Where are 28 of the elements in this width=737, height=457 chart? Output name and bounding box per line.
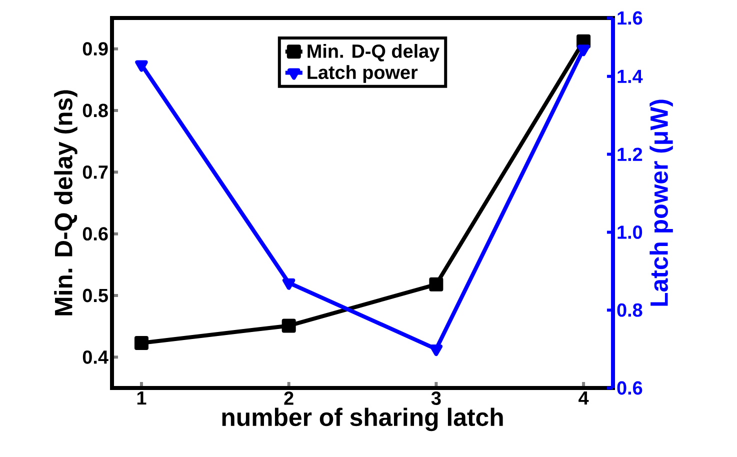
- x-axis-title: number of sharing latch: [222, 408, 503, 432]
- y2-tick-label: 0.8: [617, 303, 642, 317]
- y-tick-label: 0.5: [82, 288, 108, 302]
- y2-tick-label: 1.0: [618, 225, 642, 239]
- x-tick-label: 1: [137, 392, 146, 405]
- legend-label: Min. D-Q delay: [308, 44, 440, 62]
- y-tick-label: 0.8: [82, 104, 108, 118]
- point: [134, 336, 148, 350]
- y2-tick-label: 1.2: [618, 148, 642, 161]
- point: [282, 278, 296, 290]
- y2-tick-label: 0.6: [617, 381, 642, 395]
- y-axis-title: Min. D-Q delay (ns): [54, 90, 78, 316]
- x-tick-label: 2: [284, 392, 294, 405]
- y2-axis-title: Latch power (μW): [650, 100, 673, 306]
- y-tick-label: 0.4: [82, 350, 108, 364]
- point: [429, 277, 444, 292]
- y-tick-label: 0.9: [82, 42, 108, 56]
- point: [430, 344, 443, 356]
- legend-label: Latch power: [308, 65, 418, 83]
- point: [577, 44, 590, 56]
- x-tick-label: 3: [431, 392, 441, 405]
- y-tick-label: 0.7: [82, 165, 108, 179]
- y-tick-label: 0.6: [82, 227, 108, 241]
- x-tick-label: 4: [578, 392, 589, 405]
- point: [282, 318, 296, 333]
- y2-tick-label: 1.6: [618, 11, 642, 25]
- point: [135, 60, 148, 72]
- y2-tick-label: 1.4: [618, 70, 643, 83]
